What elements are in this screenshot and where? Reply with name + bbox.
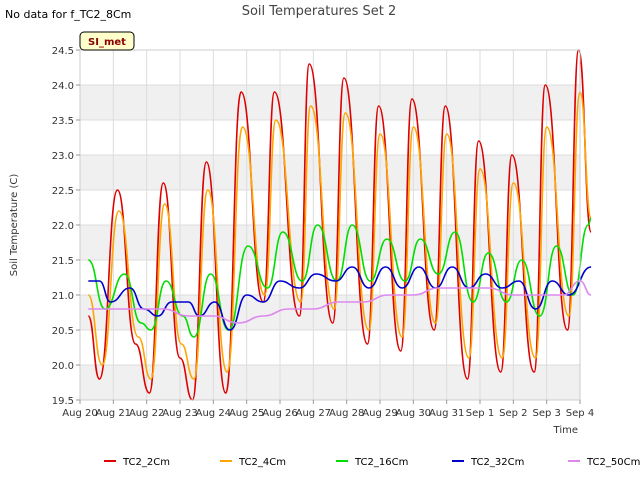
series-line-tc2-50cm bbox=[88, 280, 592, 324]
legend: TC2_2Cm TC2_4Cm TC2_16Cm TC2_32Cm TC2_50Cm bbox=[104, 457, 640, 468]
series-lines bbox=[87, 49, 592, 401]
x-tick-label: Aug 26 bbox=[262, 408, 297, 419]
station-badge-box bbox=[79, 31, 135, 51]
x-tick-label: Aug 22 bbox=[129, 408, 164, 419]
x-tick-label: Aug 21 bbox=[96, 408, 131, 419]
plot-band bbox=[80, 155, 580, 190]
legend-label-tc2-4cm: TC2_4Cm bbox=[238, 457, 286, 468]
y-tick-label: 20.0 bbox=[52, 361, 74, 372]
y-axis-label: Soil Temperature (C) bbox=[9, 174, 20, 277]
plot-band bbox=[80, 85, 580, 120]
y-tick-label: 21.0 bbox=[52, 291, 74, 302]
x-tick-label: Sep 1 bbox=[466, 408, 494, 419]
x-axis-label: Time bbox=[553, 425, 578, 436]
chart-title: Soil Temperatures Set 2 bbox=[242, 4, 397, 19]
y-tick-label: 22.5 bbox=[52, 186, 74, 197]
x-tick-label: Aug 30 bbox=[396, 408, 431, 419]
x-tick-label: Aug 24 bbox=[196, 408, 231, 419]
x-tick-label: Sep 4 bbox=[566, 408, 594, 419]
station-badge-label: SI_met bbox=[88, 37, 126, 48]
legend-label-tc2-50cm: TC2_50Cm bbox=[586, 457, 640, 468]
plot-band bbox=[80, 225, 580, 260]
y-axis-ticks: 19.5 20.0 20.5 21.0 21.5 22.0 22.5 23.0 23.5 24.0… bbox=[52, 46, 80, 407]
y-tick-label: 22.0 bbox=[52, 221, 74, 232]
x-tick-label: Aug 20 bbox=[62, 408, 97, 419]
legend-label-tc2-2cm: TC2_2Cm bbox=[122, 457, 170, 468]
y-tick-label: 24.5 bbox=[52, 46, 74, 57]
y-tick-label: 21.5 bbox=[52, 256, 74, 267]
series-line-tc2-32cm bbox=[88, 266, 592, 331]
x-tick-label: Aug 31 bbox=[429, 408, 464, 419]
x-tick-label: Aug 27 bbox=[296, 408, 331, 419]
station-badge: SI_met bbox=[79, 31, 135, 51]
y-tick-label: 20.5 bbox=[52, 326, 74, 337]
legend-label-tc2-16cm: TC2_16Cm bbox=[354, 457, 408, 468]
plot-band bbox=[80, 365, 580, 400]
x-tick-label: Aug 25 bbox=[229, 408, 264, 419]
x-tick-label: Aug 28 bbox=[329, 408, 364, 419]
y-tick-label: 23.0 bbox=[52, 151, 74, 162]
legend-label-tc2-32cm: TC2_32Cm bbox=[470, 457, 524, 468]
series-line-tc2-16cm bbox=[87, 217, 592, 338]
x-tick-label: Aug 23 bbox=[162, 408, 197, 419]
series-line-tc2-4cm bbox=[87, 91, 592, 380]
x-tick-label: Sep 2 bbox=[499, 408, 527, 419]
no-data-note: No data for f_TC2_8Cm bbox=[5, 8, 131, 21]
x-tick-label: Aug 29 bbox=[362, 408, 397, 419]
y-tick-label: 23.5 bbox=[52, 116, 74, 127]
y-tick-label: 24.0 bbox=[52, 81, 74, 92]
x-tick-label: Sep 3 bbox=[532, 408, 560, 419]
y-tick-label: 19.5 bbox=[52, 396, 74, 407]
